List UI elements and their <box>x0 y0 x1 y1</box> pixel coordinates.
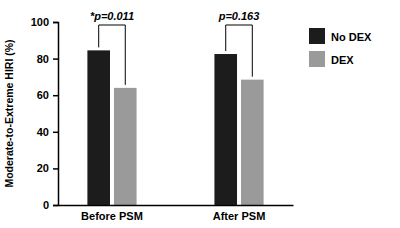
y-tick-mark <box>53 168 58 170</box>
bars <box>87 50 263 205</box>
y-tick-label: 80 <box>37 53 49 65</box>
annotation: *p=0.011 <box>90 10 134 22</box>
y-tick-mark <box>53 205 58 207</box>
y-tick: 0 <box>43 199 58 211</box>
y-tick-label: 60 <box>37 89 49 101</box>
legend-label: DEX <box>331 54 354 66</box>
annotation: p=0.163 <box>218 10 260 22</box>
x-tick-label: Before PSM <box>81 210 143 222</box>
bar <box>114 88 137 205</box>
y-tick: 40 <box>37 126 58 138</box>
y-tick-mark <box>53 95 58 97</box>
annotations: *p=0.011 p=0.163 <box>90 10 259 85</box>
legend: No DEX DEX <box>309 28 372 67</box>
y-tick: 60 <box>37 89 58 101</box>
y-tick-label: 40 <box>37 126 49 138</box>
y-axis-title: Moderate-to-Extreme HIRI (%) <box>3 39 15 187</box>
legend-swatch <box>309 28 325 44</box>
x-tick: Before PSM <box>81 210 143 222</box>
legend-item: No DEX <box>309 28 372 44</box>
legend-item: DEX <box>309 51 354 67</box>
legend-swatch <box>309 51 325 67</box>
y-tick-label: 100 <box>31 16 49 28</box>
bracket <box>226 25 253 77</box>
x-tick-label: After PSM <box>213 210 266 222</box>
y-axis: 0 20 40 60 80 100 <box>31 16 59 211</box>
plot: 0 20 40 60 80 100 Before PSM After PSM *p=0.011 p… <box>31 10 294 222</box>
x-axis: Before PSM After PSM <box>59 206 294 222</box>
x-tick: After PSM <box>213 210 266 222</box>
y-axis-line <box>53 23 59 206</box>
bar <box>87 50 110 205</box>
y-tick-label: 20 <box>37 162 49 174</box>
y-tick: 80 <box>37 53 58 65</box>
bar <box>241 80 264 205</box>
y-tick-label: 0 <box>43 199 49 211</box>
y-tick-mark <box>53 132 58 134</box>
y-tick-mark <box>53 22 58 24</box>
bar <box>214 54 237 205</box>
bracket <box>99 25 126 85</box>
x-axis-line <box>59 205 294 207</box>
y-tick: 100 <box>31 16 58 28</box>
chart: 0 20 40 60 80 100 Before PSM After PSM *p=0.011 p… <box>0 0 400 228</box>
y-tick-mark <box>53 58 58 60</box>
legend-label: No DEX <box>331 31 372 43</box>
y-tick: 20 <box>37 162 58 174</box>
